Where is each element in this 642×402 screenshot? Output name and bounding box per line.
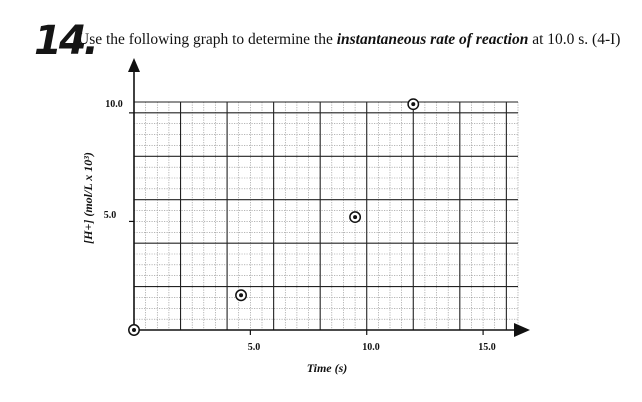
data-point (353, 215, 358, 220)
minor-grid (134, 102, 519, 330)
x-tick-label-3: 15.0 (478, 342, 496, 353)
question-number: 14. (34, 18, 99, 64)
y-axis-title: [H+] (mol/L x 10³) (81, 152, 95, 244)
x-tick-labels: 5.0 10.0 15.0 (248, 342, 496, 353)
prompt-text-end: at 10.0 s. (4-I) (528, 31, 621, 48)
x-tick-label-2: 10.0 (362, 342, 380, 353)
question-prompt: Use the following graph to determine the… (78, 31, 620, 49)
y-tick-label-1: 5.0 (104, 210, 117, 221)
data-point (239, 293, 244, 298)
major-grid (129, 101, 518, 335)
data-point (132, 328, 136, 332)
x-axis-arrow (514, 323, 530, 337)
data-point (411, 102, 416, 107)
axes (128, 58, 530, 337)
x-tick-label-1: 5.0 (248, 342, 261, 353)
prompt-emphasis: instantaneous rate of reaction (336, 31, 529, 48)
x-axis-title: Time (s) (307, 361, 348, 375)
y-tick-label-2: 10.0 (105, 99, 123, 110)
prompt-text-start: Use the following graph to determine the (78, 31, 337, 48)
y-tick-labels: 5.0 10.0 (104, 99, 123, 221)
data-points (128, 98, 420, 336)
y-axis-arrow (128, 58, 140, 72)
